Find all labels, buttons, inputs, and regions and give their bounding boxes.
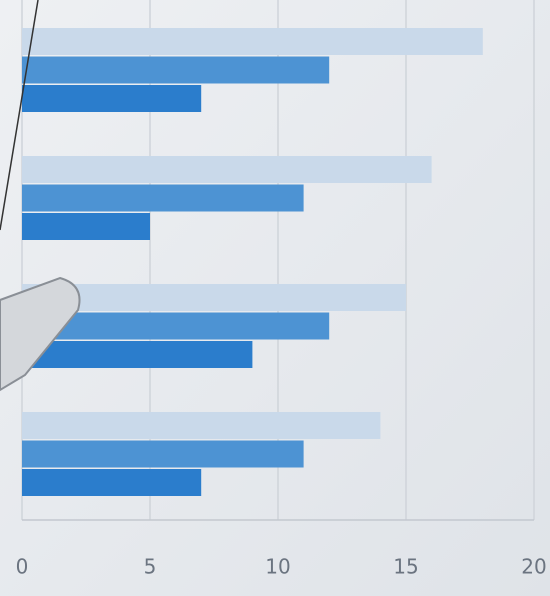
x-tick-label: 0 — [16, 555, 29, 579]
bar — [22, 213, 150, 240]
bar — [22, 28, 483, 55]
pen-edge — [0, 0, 39, 231]
bar — [22, 284, 406, 311]
pen — [0, 276, 81, 392]
bar — [22, 469, 202, 496]
bar — [22, 184, 304, 212]
bar — [22, 440, 304, 468]
bar — [22, 341, 253, 368]
bar — [22, 56, 330, 84]
x-tick-label: 20 — [521, 555, 546, 579]
bar — [22, 156, 432, 183]
bar — [22, 412, 381, 439]
x-tick-label: 10 — [265, 555, 290, 579]
bar — [22, 85, 202, 112]
x-tick-label: 15 — [393, 555, 418, 579]
x-tick-label: 5 — [144, 555, 157, 579]
plot-area — [21, 0, 535, 520]
